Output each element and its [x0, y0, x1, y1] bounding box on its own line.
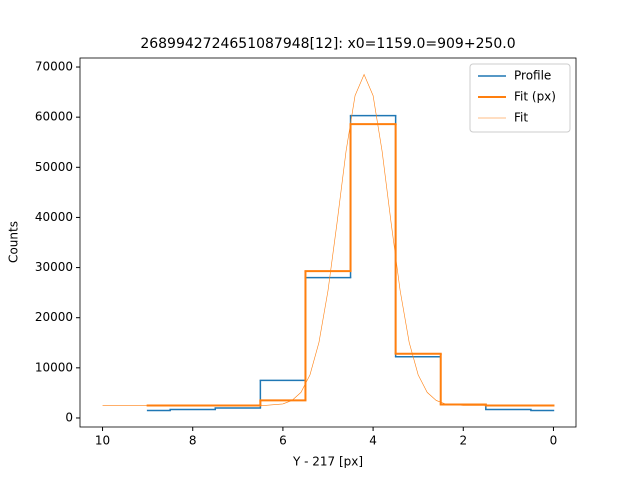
legend-label: Fit (px)	[514, 90, 556, 104]
y-tick-label: 0	[65, 410, 73, 424]
y-tick-label: 10000	[35, 360, 73, 374]
y-tick-label: 60000	[35, 110, 73, 124]
x-tick-label: 8	[189, 434, 197, 448]
x-tick-label: 2	[459, 434, 467, 448]
legend-label: Profile	[514, 69, 551, 83]
x-axis-label: Y - 217 [px]	[292, 455, 363, 469]
legend-box	[469, 63, 571, 133]
chart-title: 2689942724651087948[12]: x0=1159.0=909+2…	[140, 36, 515, 52]
plot-frame	[79, 57, 577, 428]
x-tick-label: 4	[369, 434, 377, 448]
y-tick-label: 30000	[35, 260, 73, 274]
y-tick-label: 20000	[35, 310, 73, 324]
y-tick-label: 70000	[35, 60, 73, 74]
legend-label: Fit	[514, 111, 528, 125]
fit-curve	[102, 73, 554, 406]
y-axis-label: Counts	[7, 221, 21, 263]
x-tick-label: 0	[550, 434, 558, 448]
x-tick-label: 10	[95, 434, 110, 448]
y-tick-label: 50000	[35, 160, 73, 174]
y-tick-label: 40000	[35, 210, 73, 224]
x-tick-label: 6	[279, 434, 287, 448]
